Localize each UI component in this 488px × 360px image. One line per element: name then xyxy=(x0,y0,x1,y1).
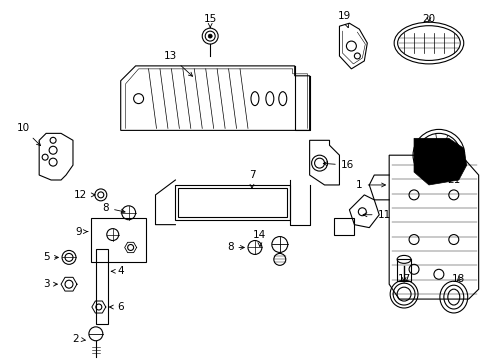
Text: 3: 3 xyxy=(43,279,57,289)
Text: 4: 4 xyxy=(111,266,124,276)
Text: 8: 8 xyxy=(226,243,244,252)
Polygon shape xyxy=(413,138,466,185)
Bar xyxy=(178,188,286,217)
Text: 9: 9 xyxy=(76,226,88,237)
Text: 2: 2 xyxy=(73,334,85,344)
Text: 16: 16 xyxy=(323,160,353,170)
Text: 7: 7 xyxy=(248,170,255,188)
Text: 1: 1 xyxy=(355,180,385,190)
Bar xyxy=(91,218,145,262)
Text: 20: 20 xyxy=(422,14,435,24)
Bar xyxy=(96,249,107,324)
Bar xyxy=(396,260,410,281)
Text: 8: 8 xyxy=(102,203,125,213)
Text: 11: 11 xyxy=(362,210,390,220)
Circle shape xyxy=(208,34,212,38)
Text: 13: 13 xyxy=(163,51,192,76)
Text: 10: 10 xyxy=(17,123,41,146)
Text: 15: 15 xyxy=(203,14,216,27)
Bar xyxy=(175,185,289,220)
Text: 17: 17 xyxy=(397,274,410,284)
Text: 18: 18 xyxy=(451,274,465,284)
Text: 21: 21 xyxy=(446,171,460,185)
Text: 19: 19 xyxy=(337,11,350,28)
Text: 6: 6 xyxy=(109,302,124,312)
Text: 12: 12 xyxy=(74,190,95,200)
Text: 14: 14 xyxy=(253,230,266,247)
Text: 5: 5 xyxy=(43,252,58,262)
